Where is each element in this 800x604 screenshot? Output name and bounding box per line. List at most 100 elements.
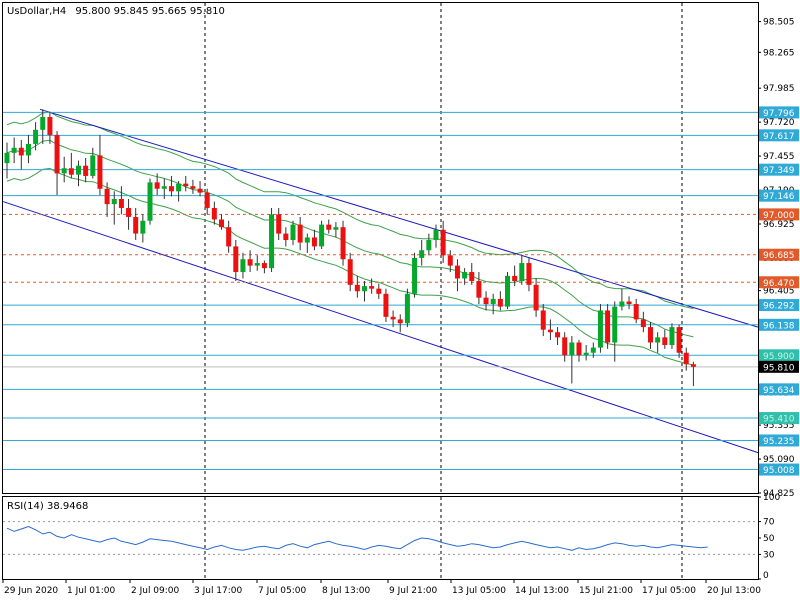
candle[interactable] [133, 207, 139, 240]
candle[interactable] [612, 301, 618, 362]
candle[interactable] [140, 214, 146, 243]
candle[interactable] [597, 304, 603, 353]
candle[interactable] [369, 278, 375, 294]
candle[interactable] [76, 160, 81, 187]
candle[interactable] [276, 207, 282, 240]
candle[interactable] [440, 220, 446, 264]
candle[interactable] [469, 263, 475, 285]
candle[interactable] [462, 268, 468, 285]
candle[interactable] [247, 250, 253, 273]
candle[interactable] [233, 239, 239, 281]
candle[interactable] [519, 255, 525, 285]
candle[interactable] [347, 252, 353, 292]
candle[interactable] [126, 199, 132, 230]
candle[interactable] [254, 255, 260, 271]
candle[interactable] [168, 175, 174, 197]
candle[interactable] [97, 134, 103, 196]
candle[interactable] [619, 288, 625, 311]
candle[interactable] [61, 156, 67, 183]
candle[interactable] [176, 181, 182, 202]
candle[interactable] [419, 239, 425, 266]
candle[interactable] [555, 327, 561, 346]
candle[interactable] [655, 332, 661, 353]
candle[interactable] [526, 257, 532, 292]
candle[interactable] [211, 201, 217, 225]
candle[interactable] [197, 181, 203, 197]
candle[interactable] [83, 158, 89, 183]
candle[interactable] [383, 288, 389, 322]
candle[interactable] [240, 252, 246, 279]
candle[interactable] [676, 324, 682, 358]
candle[interactable] [304, 233, 310, 253]
candle[interactable] [319, 220, 325, 249]
candle[interactable] [583, 345, 589, 361]
candle[interactable] [340, 220, 346, 266]
candle[interactable] [4, 142, 10, 179]
candle[interactable] [283, 227, 289, 247]
candle[interactable] [311, 229, 317, 251]
candle[interactable] [297, 216, 303, 251]
candle[interactable] [397, 314, 403, 333]
candle[interactable] [640, 311, 646, 333]
candle[interactable] [190, 179, 196, 194]
candle[interactable] [476, 272, 482, 305]
candle[interactable] [390, 310, 396, 328]
candle[interactable] [118, 186, 124, 215]
candle[interactable] [161, 178, 167, 199]
candle[interactable] [333, 222, 339, 238]
candle[interactable] [261, 260, 267, 274]
candle[interactable] [669, 323, 675, 349]
candle[interactable] [454, 259, 460, 292]
candle[interactable] [633, 298, 639, 324]
candle[interactable] [25, 134, 31, 164]
candle[interactable] [11, 137, 17, 164]
candle[interactable] [483, 291, 489, 311]
candle[interactable] [662, 329, 668, 349]
candle[interactable] [562, 332, 568, 362]
candle[interactable] [683, 347, 689, 371]
channel-upper-line[interactable] [39, 108, 759, 328]
candle[interactable] [40, 109, 46, 144]
candle[interactable] [290, 220, 296, 246]
candle[interactable] [354, 275, 360, 298]
candle[interactable] [183, 175, 189, 192]
candle[interactable] [147, 178, 153, 225]
candle[interactable] [47, 111, 53, 144]
candle[interactable] [54, 131, 60, 196]
candle[interactable] [590, 342, 596, 358]
candle[interactable] [569, 336, 575, 384]
candle[interactable] [18, 140, 24, 170]
candle[interactable] [111, 191, 117, 225]
candle[interactable] [68, 152, 74, 179]
candle[interactable] [433, 224, 439, 248]
candle[interactable] [90, 147, 96, 179]
candle[interactable] [576, 339, 582, 362]
candle[interactable] [104, 182, 110, 217]
candle[interactable] [490, 293, 496, 315]
candle[interactable] [269, 207, 275, 273]
candle[interactable] [505, 272, 510, 310]
candle[interactable] [605, 304, 611, 349]
channel-lower-line[interactable] [2, 201, 759, 454]
candle[interactable] [219, 214, 224, 230]
candle[interactable] [33, 122, 39, 151]
candle[interactable] [412, 252, 418, 298]
candle[interactable] [540, 304, 546, 337]
candle[interactable] [533, 278, 539, 317]
candle[interactable] [497, 291, 503, 311]
candle[interactable] [626, 296, 632, 310]
candle[interactable] [362, 280, 367, 302]
candle[interactable] [326, 219, 332, 234]
candle[interactable] [512, 265, 518, 287]
candle[interactable] [376, 283, 382, 299]
candle[interactable] [648, 321, 653, 349]
candle[interactable] [226, 220, 232, 253]
candle[interactable] [404, 288, 410, 328]
candle[interactable] [154, 173, 160, 196]
candle[interactable] [447, 250, 453, 273]
candle[interactable] [204, 188, 210, 215]
candle[interactable] [426, 233, 432, 256]
candle[interactable] [547, 319, 553, 340]
